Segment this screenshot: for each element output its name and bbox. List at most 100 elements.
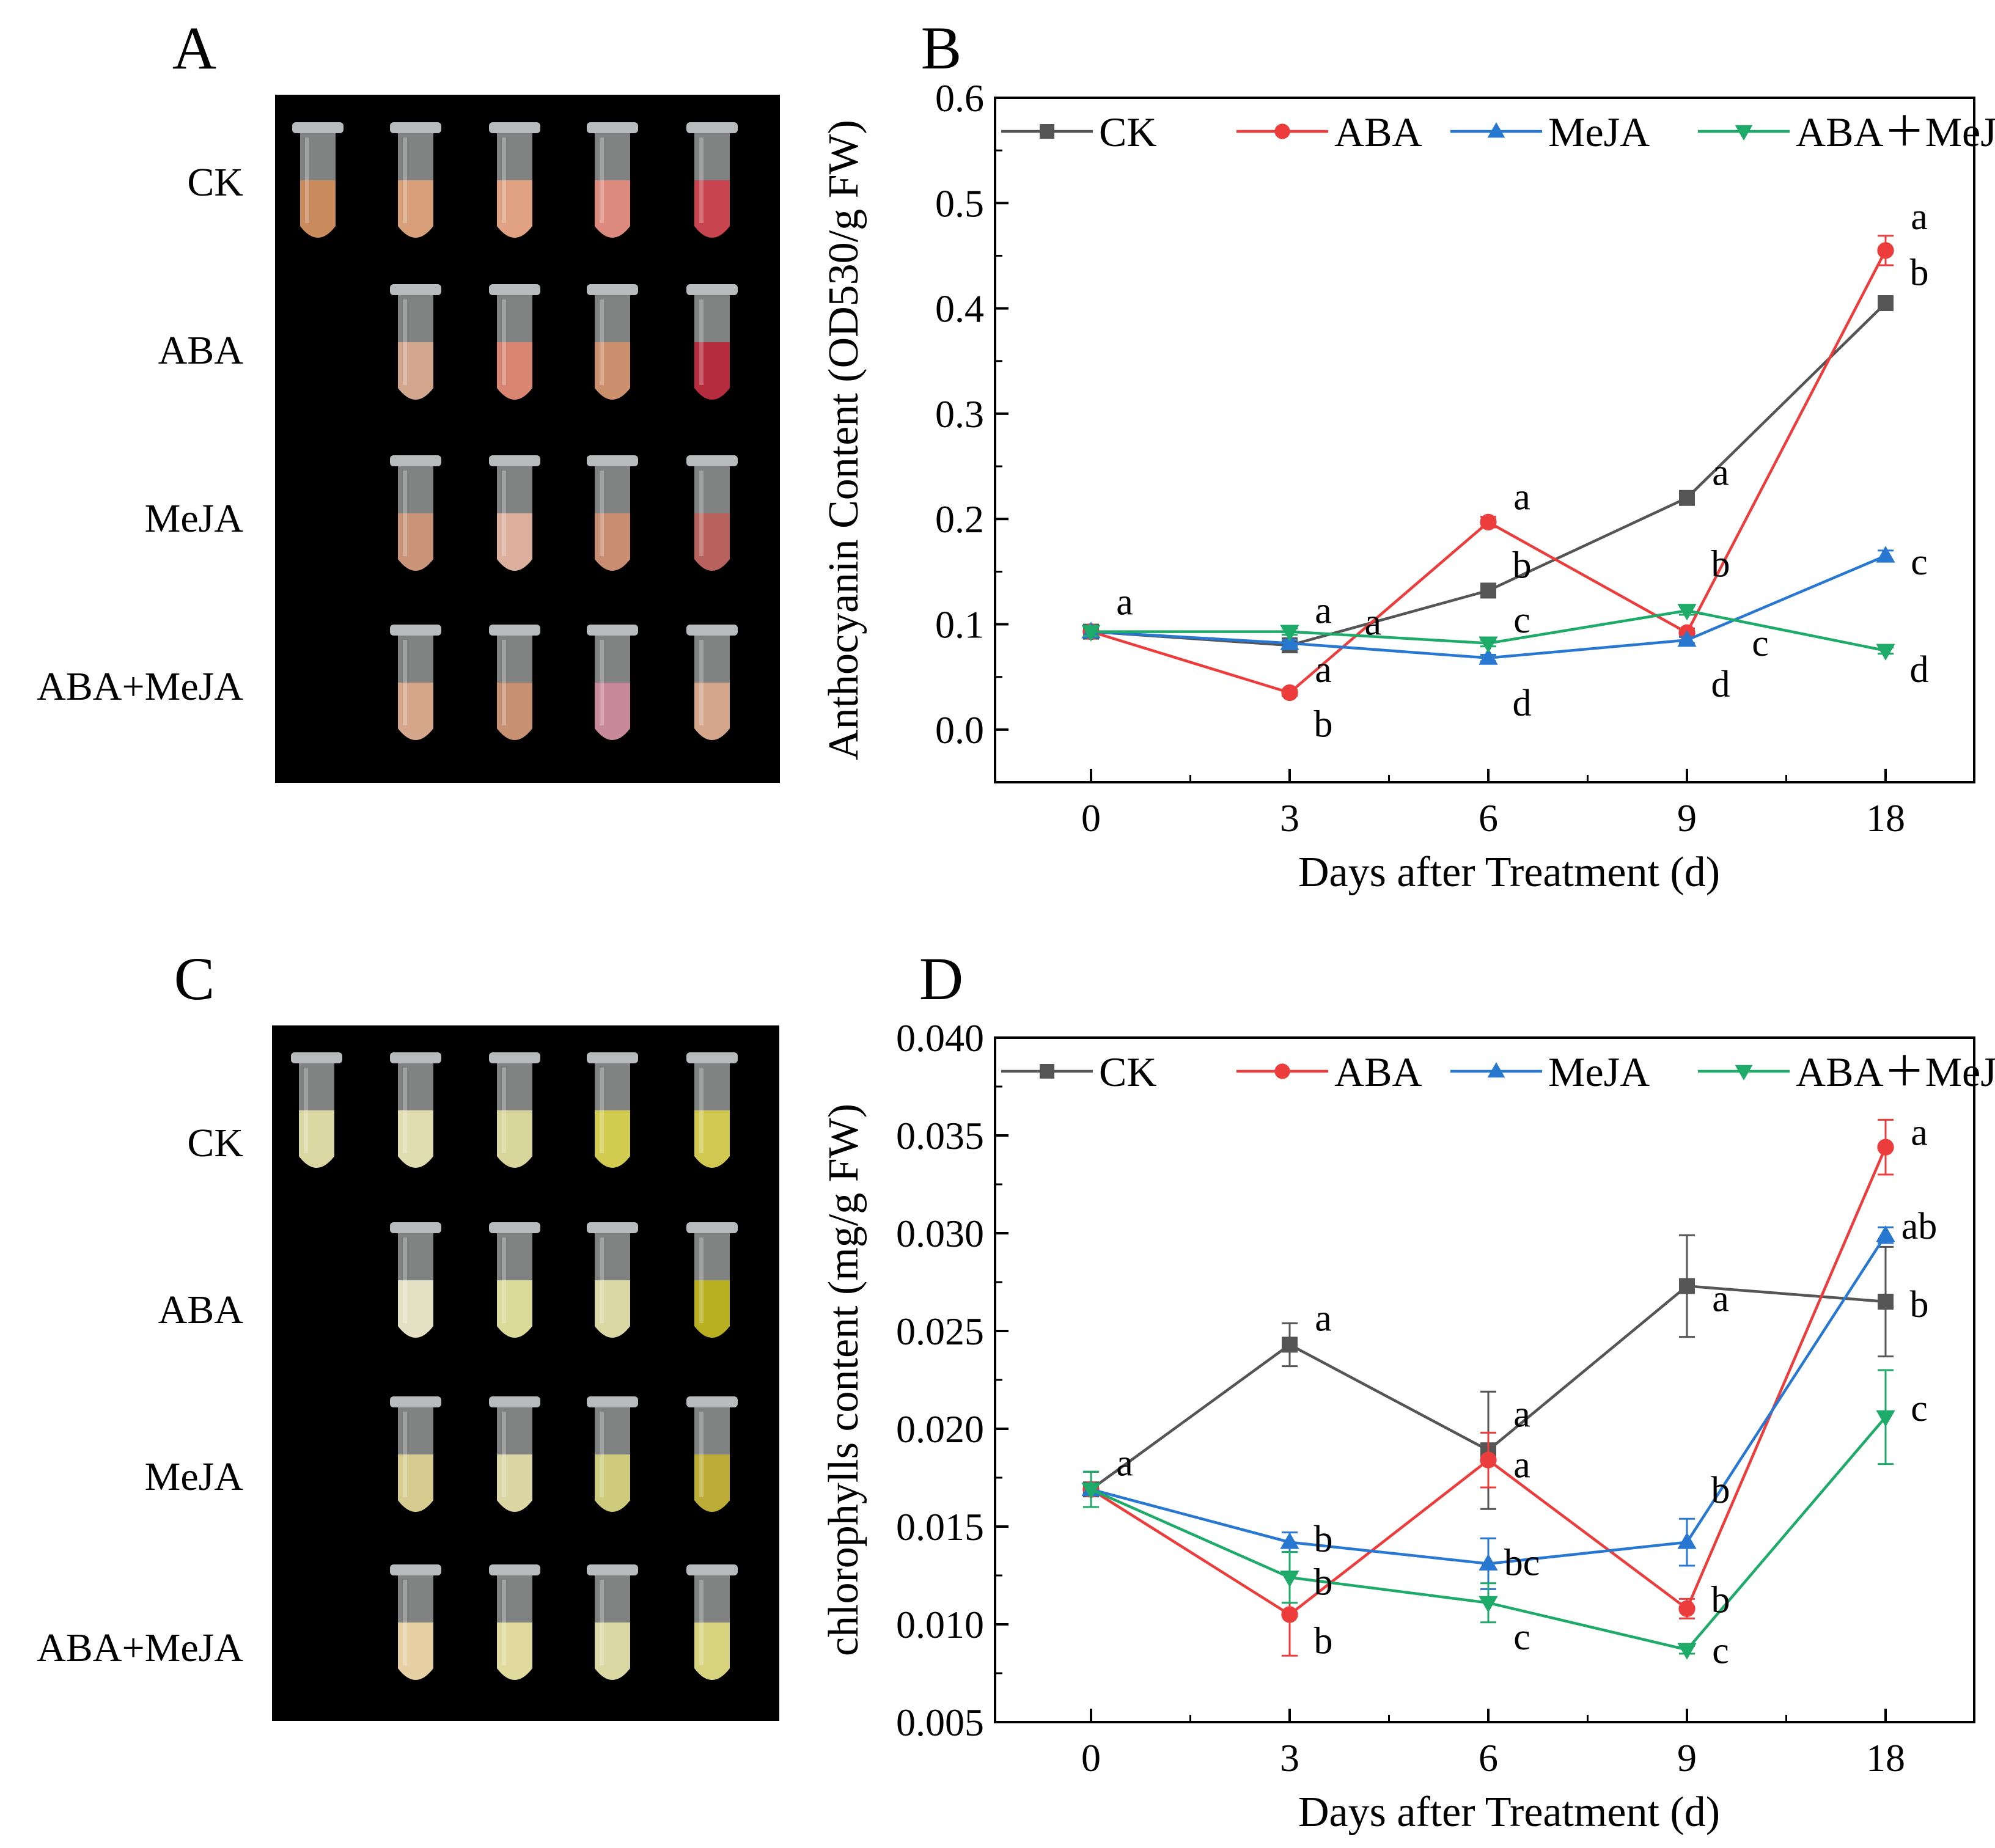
tube-cap xyxy=(489,625,540,636)
tube xyxy=(587,122,638,238)
significance-label: d xyxy=(1711,664,1730,705)
tube-liquid xyxy=(694,683,730,740)
data-point xyxy=(1480,582,1496,599)
tube xyxy=(390,122,441,238)
tube-highlight xyxy=(305,138,309,223)
tube-body xyxy=(398,295,433,342)
tube-highlight xyxy=(600,1580,604,1665)
tube-cap xyxy=(686,122,738,133)
plot-frame xyxy=(994,1036,1975,1723)
legend-item-aba-meja: ABA＋MeJA xyxy=(1698,109,1995,155)
significance-label: a xyxy=(1513,1445,1530,1486)
plot-frame xyxy=(994,97,1975,783)
tube-liquid xyxy=(398,1280,433,1338)
x-tick-label: 9 xyxy=(1677,1736,1697,1780)
tube xyxy=(390,1396,441,1512)
panel-letter-b: B xyxy=(921,14,962,82)
data-point xyxy=(1677,604,1697,621)
tube-cap xyxy=(686,1222,738,1233)
significance-label: b xyxy=(1711,544,1730,585)
legend: CK ABA MeJA ABA＋MeJA xyxy=(1001,109,1995,155)
x-tick-label: 0 xyxy=(1081,1736,1101,1780)
tube-cap xyxy=(587,455,638,466)
tube-row-labels-a: CK ABA MeJA ABA+MeJA xyxy=(37,160,243,709)
data-point xyxy=(1479,1596,1498,1613)
tube-body xyxy=(398,636,433,683)
tube-highlight xyxy=(699,1580,704,1665)
tube-highlight xyxy=(403,138,407,223)
tube xyxy=(686,1396,738,1512)
y-tick-label: 0.030 xyxy=(896,1212,984,1255)
data-point xyxy=(1677,1532,1697,1549)
tube xyxy=(686,122,738,238)
tube xyxy=(390,625,441,740)
tube-liquid xyxy=(694,1623,730,1680)
tube-liquid xyxy=(497,1110,532,1168)
tube-body xyxy=(497,1575,532,1623)
significance-label: a xyxy=(1712,1278,1729,1320)
tube xyxy=(390,1052,441,1168)
data-point xyxy=(1081,625,1101,642)
significance-label: b xyxy=(1711,1470,1730,1511)
tube-cap xyxy=(587,284,638,295)
significance-label: a xyxy=(1513,476,1530,518)
tube-highlight xyxy=(403,1580,407,1665)
tube-body xyxy=(497,1063,532,1110)
legend-label: MeJA xyxy=(1548,1049,1650,1095)
tube-cap xyxy=(587,625,638,636)
tube xyxy=(489,625,540,740)
tube-body xyxy=(398,466,433,513)
tube-cap xyxy=(489,1396,540,1407)
y-tick-label: 0.6 xyxy=(935,76,984,120)
tube-body xyxy=(398,1233,433,1280)
y-axis-label: chlorophylls content (mg/g FW) xyxy=(820,1104,867,1656)
tube-liquid xyxy=(497,180,532,238)
tube-highlight xyxy=(600,471,604,556)
data-point xyxy=(1876,1410,1895,1428)
legend-marker xyxy=(1274,1063,1290,1079)
tube-cap xyxy=(390,1396,441,1407)
legend-label: CK xyxy=(1099,109,1156,155)
tube xyxy=(390,1222,441,1338)
legend-marker xyxy=(1487,1062,1505,1078)
significance-label: b xyxy=(1314,1519,1333,1560)
tube-cap xyxy=(390,1052,441,1063)
legend-marker xyxy=(1735,125,1753,141)
legend-item-aba-meja: ABA＋MeJA xyxy=(1698,1049,1995,1095)
legend-marker xyxy=(1274,123,1290,139)
tube xyxy=(587,1396,638,1512)
tube-body xyxy=(497,133,532,180)
y-tick-label: 0.2 xyxy=(935,497,984,541)
significance-label: a xyxy=(1116,582,1133,623)
significance-label: a xyxy=(1513,1393,1530,1435)
tube-highlight xyxy=(502,640,506,725)
legend-item-aba: ABA xyxy=(1236,1049,1422,1095)
data-point xyxy=(1281,684,1298,702)
tube-liquid xyxy=(300,180,336,238)
legend-marker xyxy=(1040,124,1054,139)
legend-marker xyxy=(1040,1064,1054,1079)
tube-liquid xyxy=(595,683,630,740)
tube-liquid xyxy=(595,1110,630,1168)
tube-cap xyxy=(390,284,441,295)
tube-liquid xyxy=(595,1623,630,1680)
tube xyxy=(489,284,540,400)
x-tick-label: 6 xyxy=(1479,796,1498,840)
significance-label: a xyxy=(1364,601,1381,643)
tube-cap xyxy=(686,1564,738,1575)
data-point xyxy=(1479,636,1498,653)
tube-liquid xyxy=(595,342,630,400)
tube-body xyxy=(694,636,730,683)
tube-cap xyxy=(489,455,540,466)
tube-body xyxy=(398,1575,433,1623)
tube-liquid xyxy=(595,1454,630,1512)
tube xyxy=(686,1222,738,1338)
panel-letter-d: D xyxy=(919,945,963,1013)
data-point xyxy=(1876,1225,1895,1242)
legend-item-aba: ABA xyxy=(1236,109,1422,155)
significance-label: a xyxy=(1315,590,1332,631)
tube-highlight xyxy=(699,299,704,385)
tube-highlight xyxy=(502,1238,506,1323)
series-ck xyxy=(1083,295,1894,653)
x-axis-label: Days after Treatment (d) xyxy=(1298,849,1720,896)
